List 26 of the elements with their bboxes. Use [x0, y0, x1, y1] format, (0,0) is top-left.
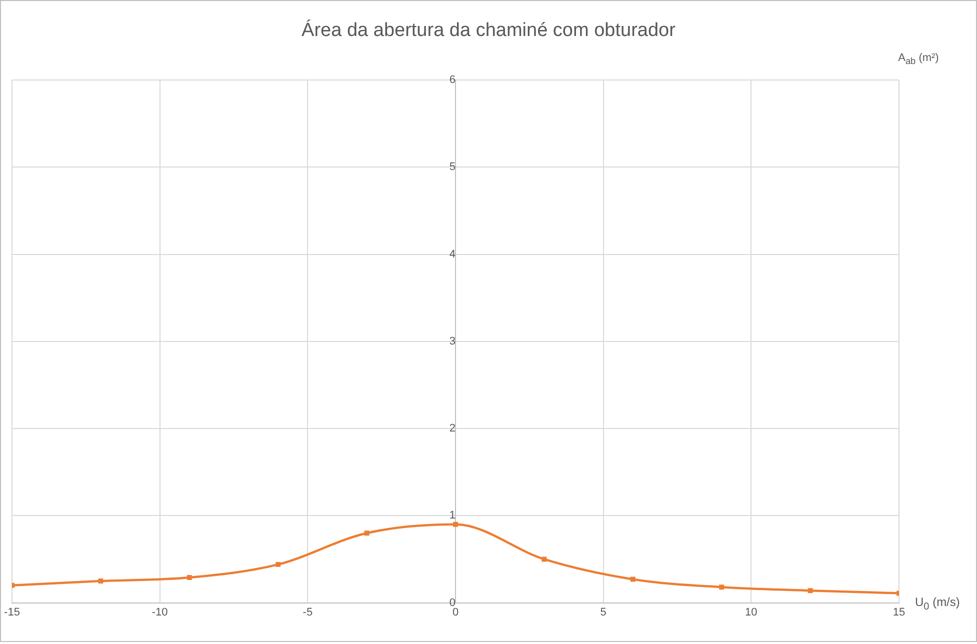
y-tick-label: 2: [449, 422, 456, 435]
y-axis-title: A$_{ab}$ (m²): [898, 52, 939, 66]
point: [719, 584, 724, 590]
x-tick-label: 10: [745, 606, 758, 618]
x-axis-title: U$_{0}$ (m/s): [915, 594, 960, 612]
x-tick-label: 5: [600, 606, 606, 618]
y-tick-label: 1: [449, 510, 456, 522]
line-series: [12, 522, 899, 596]
x-tick-label: -5: [302, 606, 313, 618]
point: [542, 556, 547, 562]
point: [364, 530, 370, 536]
x-tick-label: -10: [152, 606, 168, 618]
chart-title: Área da abertura da chaminé com obturador: [300, 20, 676, 42]
y-tick-label: 0: [449, 596, 456, 609]
point: [98, 578, 104, 584]
point: [453, 522, 458, 527]
y-tick-label: 6: [449, 74, 456, 86]
point: [186, 575, 192, 580]
point: [630, 576, 636, 582]
y-tick-label: 4: [449, 248, 456, 260]
x-tick-label: 15: [892, 606, 906, 618]
x-tick-label: -15: [4, 606, 20, 618]
y-tick-label: 5: [449, 161, 456, 174]
y-tick-label: 3: [449, 335, 456, 348]
point: [276, 562, 281, 567]
point: [808, 588, 813, 594]
